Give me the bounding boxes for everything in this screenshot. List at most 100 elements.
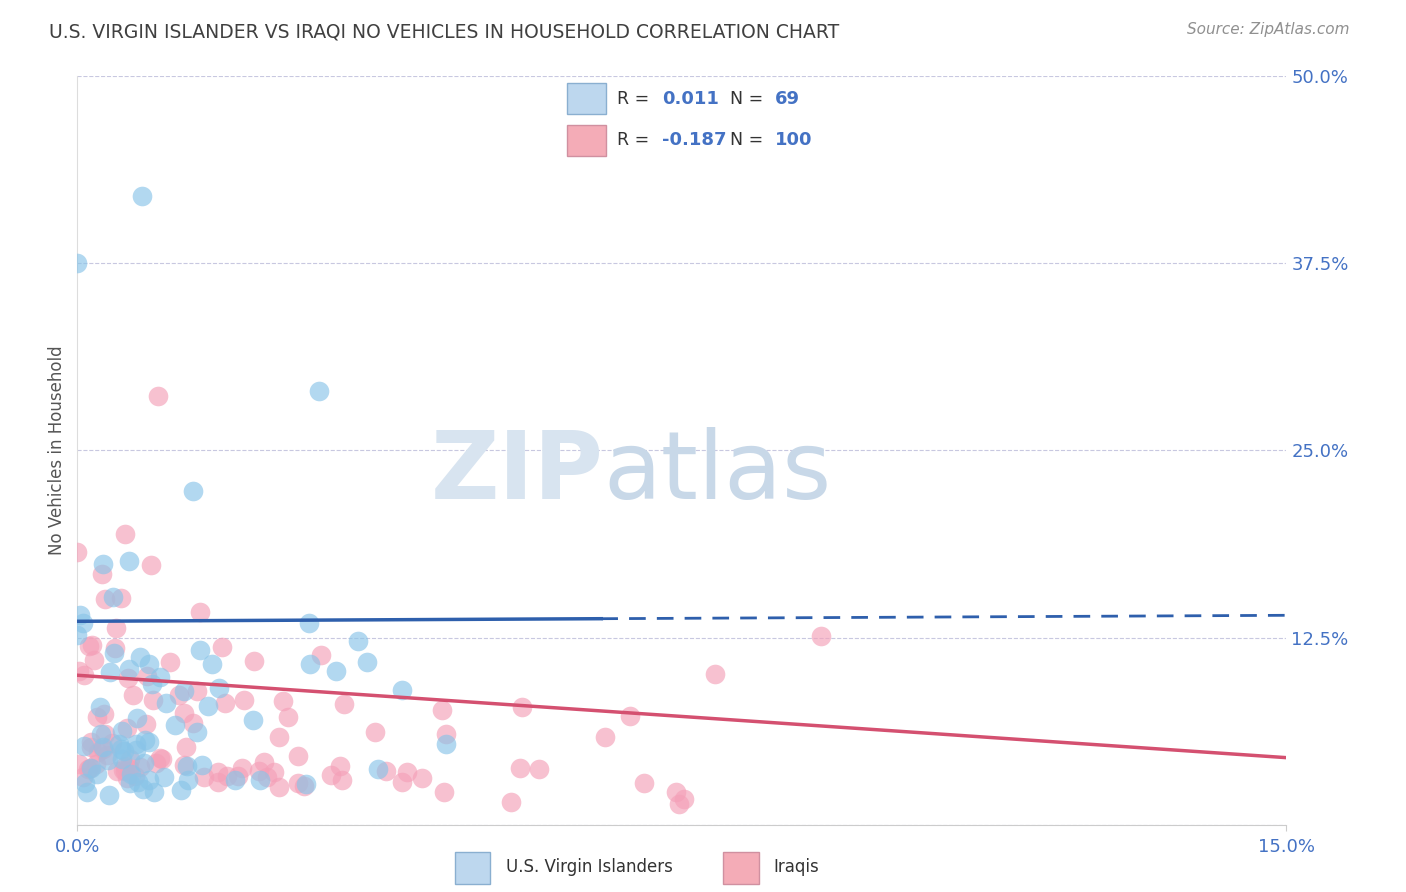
- Point: [110, 591, 132, 606]
- Point: [668, 797, 690, 812]
- Point: [97, 754, 120, 768]
- Point: [87, 745, 110, 759]
- Point: [810, 629, 832, 643]
- Point: [146, 389, 169, 403]
- Point: [148, 670, 170, 684]
- Point: [94, 592, 117, 607]
- Point: [72, 771, 94, 785]
- Point: [131, 782, 153, 797]
- Point: [76, 785, 98, 799]
- Point: [111, 763, 134, 777]
- Point: [163, 717, 186, 731]
- Point: [110, 742, 132, 756]
- Point: [207, 775, 229, 789]
- Text: 0.011: 0.011: [662, 89, 718, 108]
- Point: [170, 783, 193, 797]
- Point: [120, 776, 142, 790]
- Point: [173, 706, 195, 720]
- FancyBboxPatch shape: [723, 852, 759, 883]
- Point: [84, 757, 107, 772]
- Y-axis label: No Vehicles in Household: No Vehicles in Household: [48, 345, 66, 556]
- Point: [197, 699, 219, 714]
- Point: [67, 665, 90, 679]
- Point: [391, 775, 413, 789]
- Point: [432, 703, 454, 717]
- Point: [226, 769, 249, 783]
- Point: [208, 681, 231, 695]
- Point: [66, 545, 89, 559]
- Point: [527, 762, 550, 776]
- Point: [66, 628, 89, 642]
- Point: [145, 756, 167, 771]
- Point: [263, 764, 285, 779]
- Point: [80, 739, 103, 754]
- Point: [510, 700, 533, 714]
- Point: [672, 791, 695, 805]
- Point: [118, 761, 141, 775]
- Point: [186, 684, 208, 698]
- Text: -0.187: -0.187: [662, 131, 727, 150]
- Point: [177, 772, 200, 787]
- Point: [89, 699, 111, 714]
- Point: [367, 762, 389, 776]
- Point: [138, 772, 160, 787]
- Point: [330, 773, 353, 788]
- Point: [181, 716, 204, 731]
- Point: [411, 772, 433, 786]
- Point: [269, 730, 291, 744]
- Point: [104, 640, 127, 655]
- Point: [139, 558, 162, 572]
- Point: [633, 775, 655, 789]
- Point: [124, 737, 146, 751]
- Text: Source: ZipAtlas.com: Source: ZipAtlas.com: [1187, 22, 1350, 37]
- Point: [356, 655, 378, 669]
- Point: [499, 795, 522, 809]
- Point: [72, 615, 94, 630]
- Point: [117, 721, 139, 735]
- Point: [73, 776, 96, 790]
- Point: [105, 764, 128, 778]
- Point: [347, 634, 370, 648]
- Point: [83, 653, 105, 667]
- Text: N =: N =: [730, 131, 763, 150]
- Point: [436, 737, 458, 751]
- Point: [82, 638, 104, 652]
- Point: [150, 752, 173, 766]
- Point: [108, 737, 131, 751]
- Point: [287, 748, 309, 763]
- FancyBboxPatch shape: [567, 125, 606, 156]
- Point: [363, 725, 385, 739]
- Point: [242, 654, 264, 668]
- Point: [115, 771, 138, 785]
- Point: [118, 752, 141, 766]
- Point: [127, 775, 149, 789]
- Point: [167, 688, 190, 702]
- Point: [124, 769, 146, 783]
- Point: [269, 780, 291, 794]
- Point: [134, 756, 156, 770]
- Point: [69, 608, 91, 623]
- Point: [131, 188, 153, 202]
- Point: [298, 616, 321, 631]
- Point: [308, 384, 330, 398]
- Text: Iraqis: Iraqis: [773, 858, 820, 877]
- Point: [391, 683, 413, 698]
- Text: 100: 100: [775, 131, 813, 150]
- Point: [114, 526, 136, 541]
- Point: [67, 757, 90, 772]
- Point: [93, 727, 115, 741]
- Point: [188, 643, 211, 657]
- Point: [155, 696, 177, 710]
- Point: [129, 760, 152, 774]
- Point: [122, 689, 145, 703]
- Point: [118, 554, 141, 568]
- Point: [111, 752, 134, 766]
- Text: ZIP: ZIP: [430, 427, 603, 519]
- Point: [86, 710, 108, 724]
- Point: [141, 676, 163, 690]
- Point: [433, 785, 456, 799]
- Point: [173, 758, 195, 772]
- Point: [149, 751, 172, 765]
- Point: [176, 758, 198, 772]
- Point: [333, 697, 356, 711]
